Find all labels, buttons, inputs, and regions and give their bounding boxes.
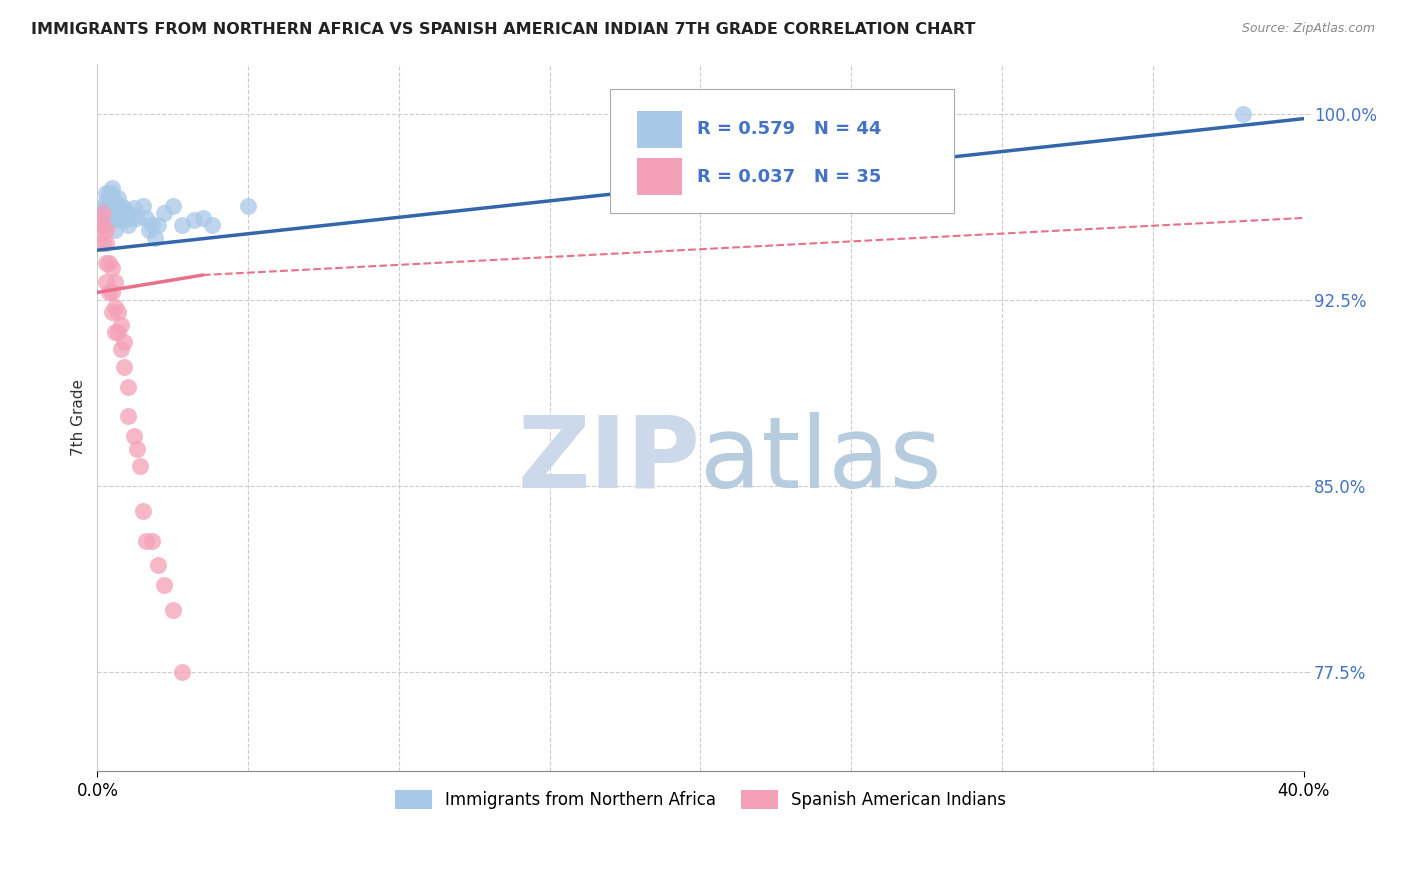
- Point: [107, 305, 129, 319]
- Point: [201, 219, 224, 233]
- Point: [89, 211, 111, 225]
- Point: [98, 186, 121, 200]
- Point: [146, 558, 169, 573]
- Point: [141, 533, 163, 548]
- Point: [104, 211, 127, 225]
- Point: [96, 255, 118, 269]
- Point: [96, 186, 118, 200]
- Point: [101, 305, 124, 319]
- Point: [170, 219, 193, 233]
- Point: [107, 213, 129, 227]
- Point: [170, 665, 193, 679]
- Point: [98, 198, 121, 212]
- Point: [89, 219, 111, 233]
- Point: [191, 211, 214, 225]
- Point: [110, 211, 132, 225]
- Point: [107, 191, 129, 205]
- Point: [101, 285, 124, 300]
- Point: [89, 206, 111, 220]
- Point: [125, 211, 148, 225]
- Point: [128, 459, 150, 474]
- Point: [236, 198, 259, 212]
- Point: [89, 226, 111, 240]
- Point: [93, 219, 115, 233]
- Point: [93, 235, 115, 250]
- Point: [96, 235, 118, 250]
- Point: [110, 343, 132, 357]
- Point: [122, 429, 145, 443]
- Point: [117, 409, 139, 424]
- Point: [96, 276, 118, 290]
- Text: atlas: atlas: [700, 412, 942, 508]
- Point: [114, 213, 136, 227]
- Point: [152, 578, 174, 592]
- Legend: Immigrants from Northern Africa, Spanish American Indians: Immigrants from Northern Africa, Spanish…: [388, 783, 1012, 816]
- FancyBboxPatch shape: [637, 111, 682, 147]
- Point: [131, 198, 153, 212]
- Point: [1232, 106, 1254, 120]
- FancyBboxPatch shape: [637, 158, 682, 195]
- Point: [120, 211, 142, 225]
- Point: [98, 255, 121, 269]
- Text: IMMIGRANTS FROM NORTHERN AFRICA VS SPANISH AMERICAN INDIAN 7TH GRADE CORRELATION: IMMIGRANTS FROM NORTHERN AFRICA VS SPANI…: [31, 22, 976, 37]
- Point: [101, 198, 124, 212]
- Point: [152, 206, 174, 220]
- Point: [101, 181, 124, 195]
- Point: [98, 211, 121, 225]
- FancyBboxPatch shape: [610, 89, 953, 212]
- Point: [96, 223, 118, 237]
- Point: [96, 206, 118, 220]
- Point: [98, 285, 121, 300]
- Point: [117, 206, 139, 220]
- Point: [93, 211, 115, 225]
- Point: [101, 260, 124, 275]
- Point: [135, 533, 157, 548]
- Point: [104, 300, 127, 314]
- Point: [104, 194, 127, 208]
- Point: [122, 201, 145, 215]
- Point: [114, 359, 136, 374]
- Point: [135, 211, 157, 225]
- Point: [104, 223, 127, 237]
- Point: [117, 380, 139, 394]
- Point: [138, 223, 160, 237]
- Point: [125, 442, 148, 456]
- Point: [104, 276, 127, 290]
- Point: [93, 201, 115, 215]
- Text: ZIP: ZIP: [517, 412, 700, 508]
- Point: [104, 325, 127, 339]
- Point: [117, 219, 139, 233]
- Point: [107, 325, 129, 339]
- Text: Source: ZipAtlas.com: Source: ZipAtlas.com: [1241, 22, 1375, 36]
- Point: [146, 219, 169, 233]
- Point: [104, 198, 127, 212]
- Point: [110, 198, 132, 212]
- Text: R = 0.037   N = 35: R = 0.037 N = 35: [697, 168, 882, 186]
- Point: [141, 219, 163, 233]
- Point: [162, 603, 184, 617]
- Point: [143, 231, 166, 245]
- Point: [114, 334, 136, 349]
- Point: [101, 186, 124, 200]
- Point: [93, 206, 115, 220]
- Point: [162, 198, 184, 212]
- Point: [131, 504, 153, 518]
- Point: [107, 201, 129, 215]
- Point: [101, 211, 124, 225]
- Point: [110, 318, 132, 332]
- Point: [114, 201, 136, 215]
- Text: R = 0.579   N = 44: R = 0.579 N = 44: [697, 120, 882, 138]
- Y-axis label: 7th Grade: 7th Grade: [72, 379, 86, 456]
- Point: [183, 213, 205, 227]
- Point: [96, 194, 118, 208]
